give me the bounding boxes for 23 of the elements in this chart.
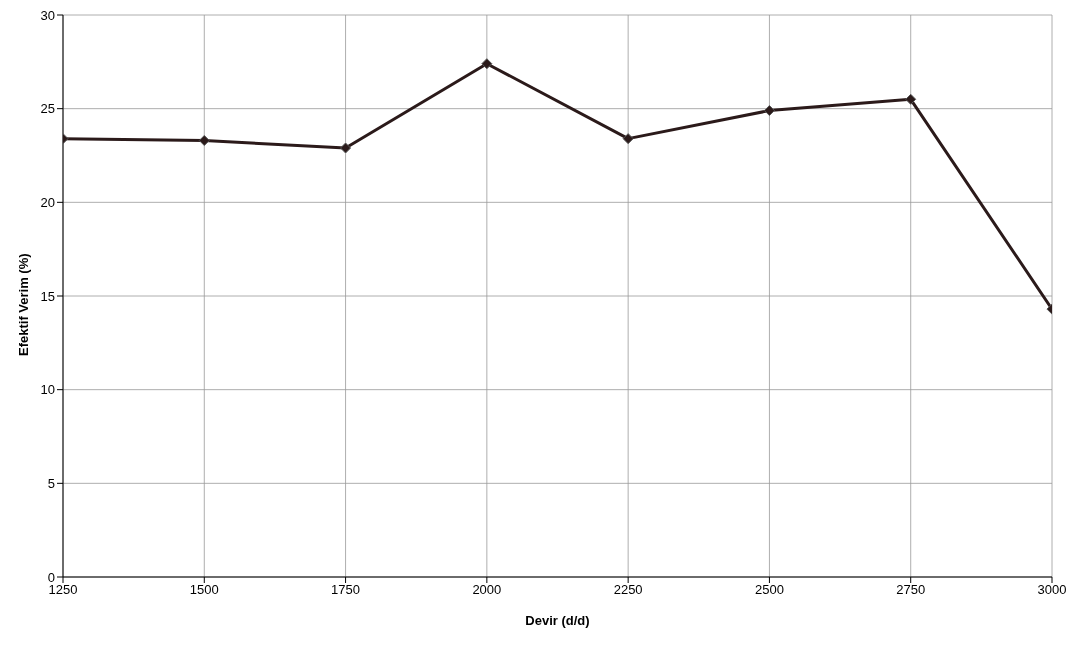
x-axis-title: Devir (d/d): [525, 613, 590, 628]
x-tick-label: 2000: [472, 582, 502, 598]
point: [481, 58, 493, 70]
y-tick-label: 20: [40, 194, 55, 210]
x-tick-label: 2500: [754, 582, 784, 598]
y-tick-label: 10: [40, 382, 55, 398]
point: [622, 133, 634, 145]
x-tick-label: 1250: [48, 582, 78, 598]
point: [763, 105, 775, 117]
point: [198, 135, 210, 147]
x-tick-label: 3000: [1037, 582, 1067, 598]
y-tick-label: 5: [47, 475, 55, 491]
y-axis-title: Efektif Verim (%): [15, 253, 31, 356]
y-tick-label: 0: [47, 569, 55, 585]
x-tick-label: 1500: [189, 582, 219, 598]
y-tick-label: 15: [40, 288, 55, 304]
x-tick-label: 2750: [896, 582, 926, 598]
y-tick-label: 30: [40, 7, 55, 23]
x-tick-label: 2250: [613, 582, 643, 598]
y-tick-label: 25: [40, 101, 55, 117]
point: [340, 142, 352, 154]
x-tick-label: 1750: [331, 582, 361, 598]
point: [905, 93, 917, 105]
